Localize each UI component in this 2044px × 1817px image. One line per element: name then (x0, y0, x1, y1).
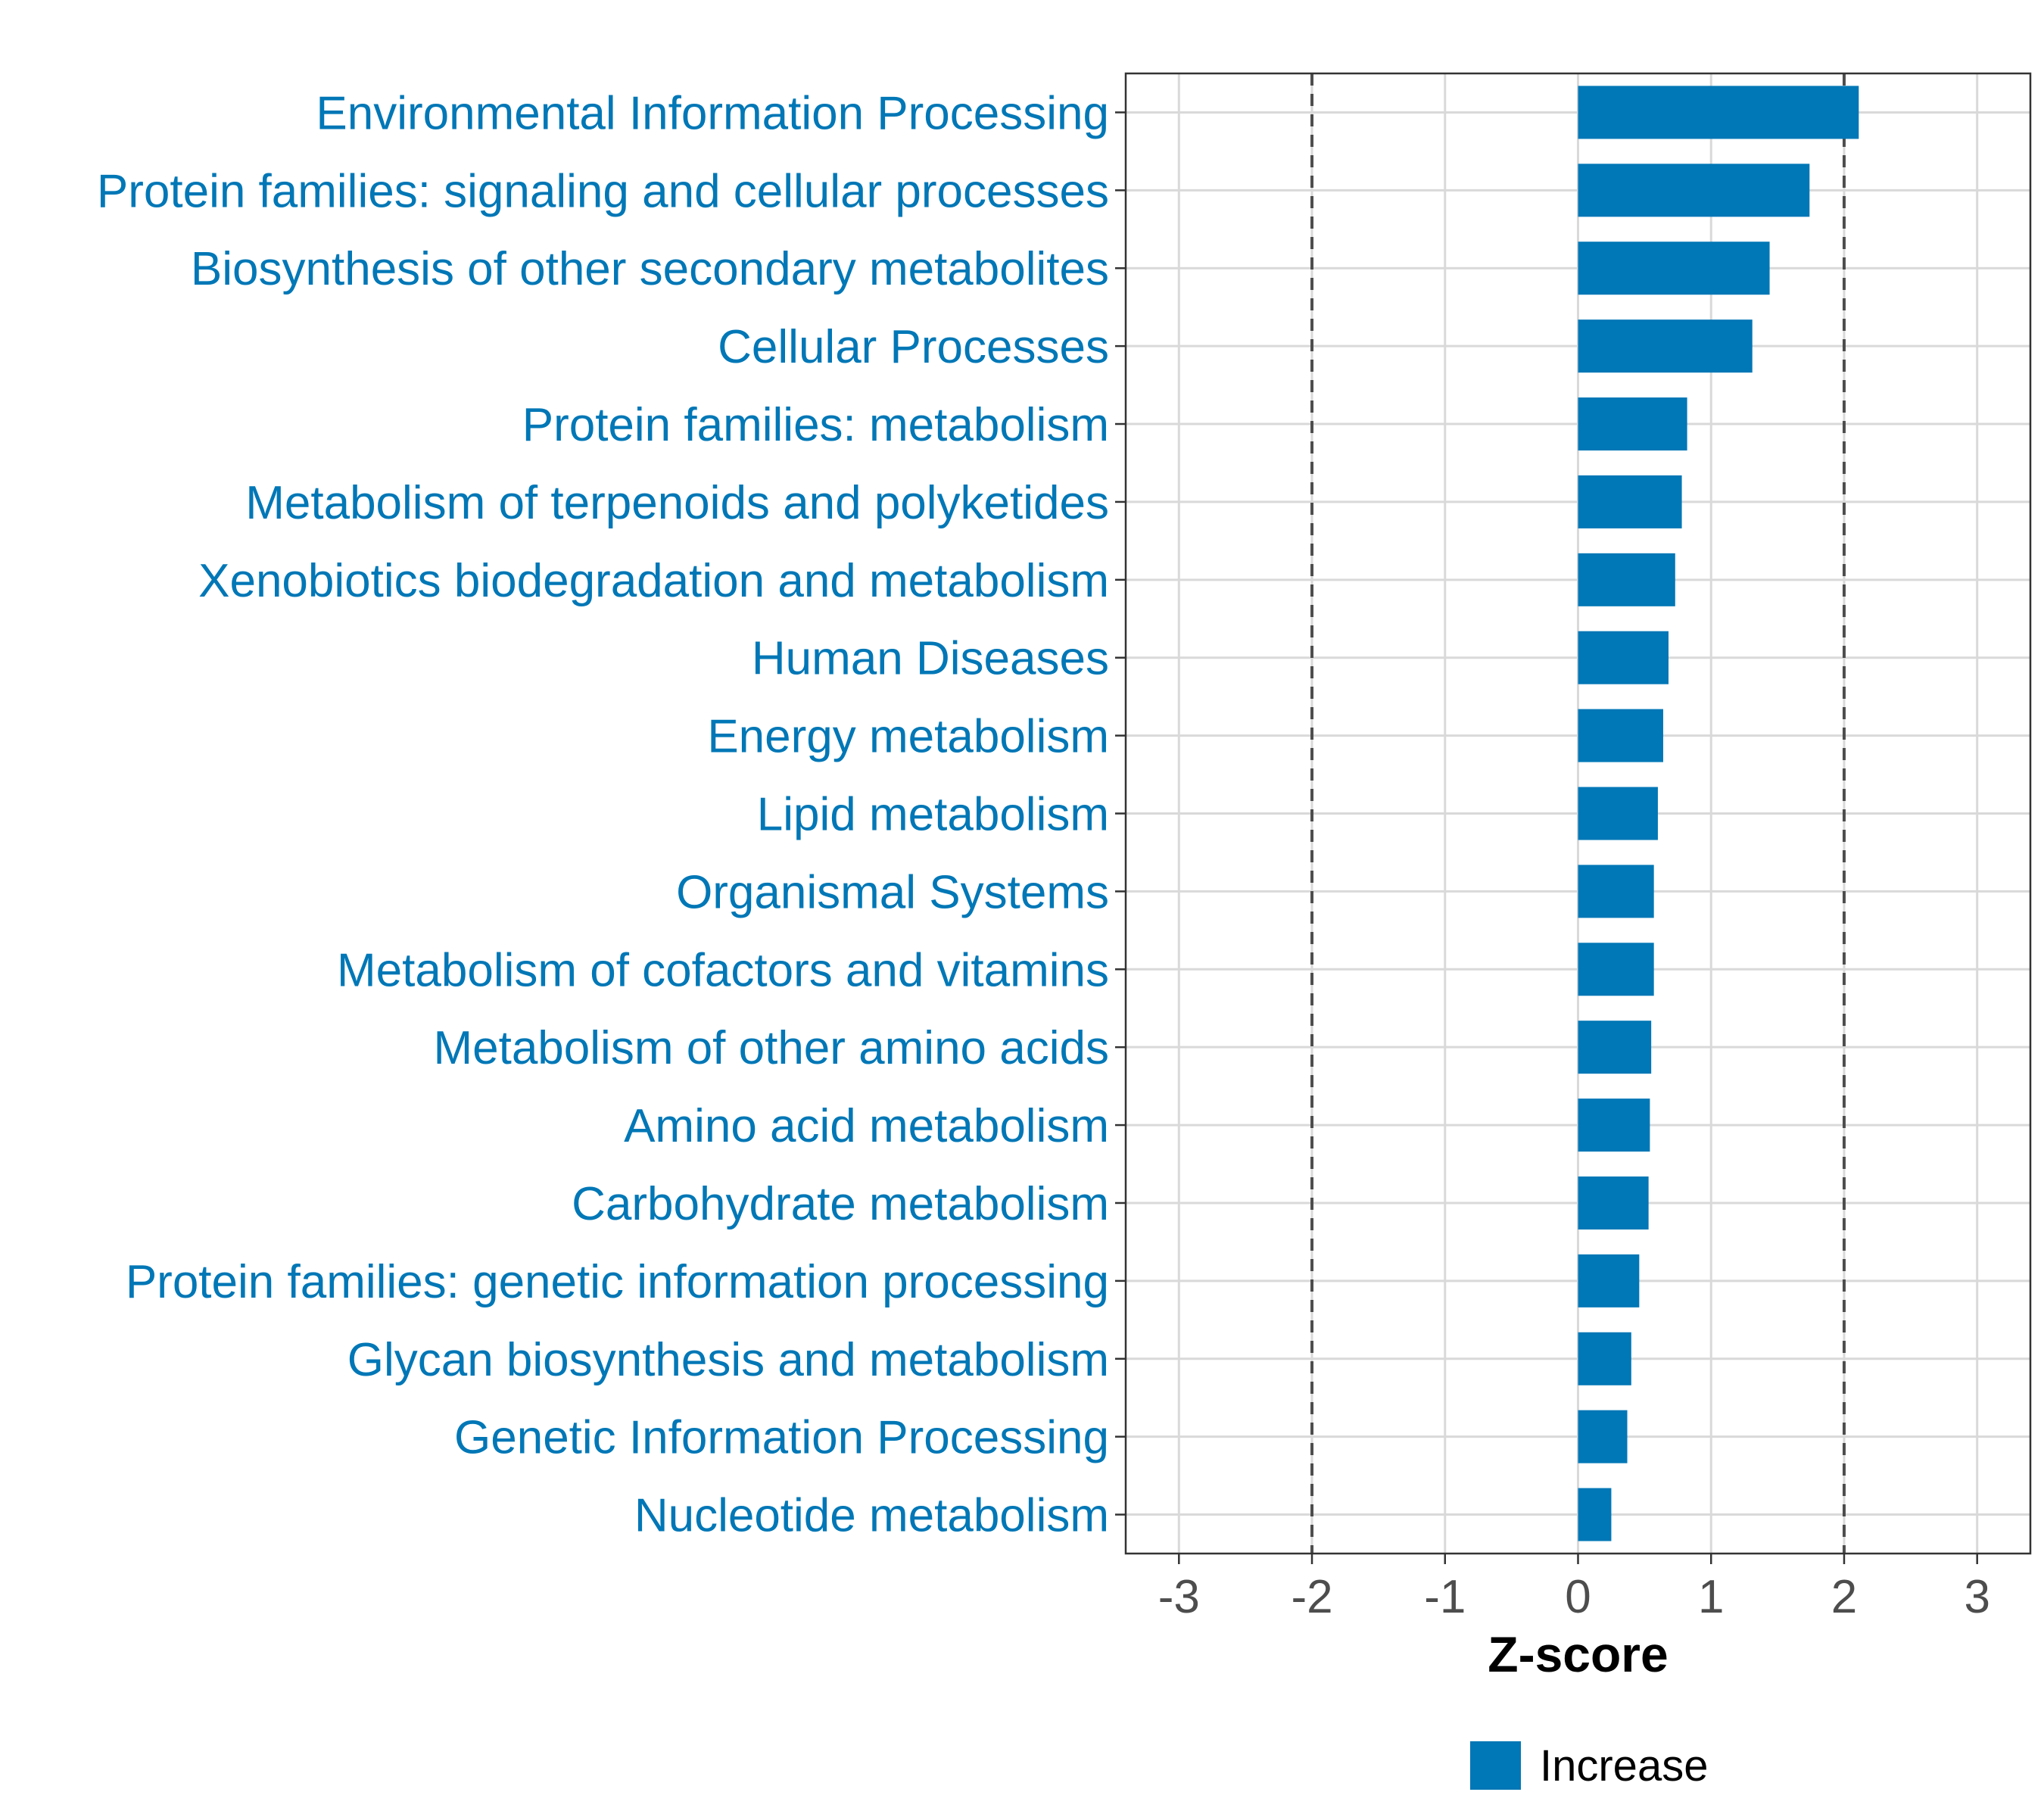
category-label-3: Cellular Processes (718, 321, 1109, 373)
category-label-2: Biosynthesis of other secondary metaboli… (191, 243, 1109, 295)
bar-13 (1578, 1099, 1650, 1152)
x-tick-label-5: 2 (1831, 1571, 1857, 1623)
category-label-9: Lipid metabolism (757, 789, 1109, 841)
bar-14 (1578, 1176, 1649, 1230)
bar-2 (1578, 242, 1770, 295)
category-label-13: Amino acid metabolism (624, 1100, 1109, 1152)
bar-8 (1578, 709, 1663, 762)
x-tick-label-4: 1 (1698, 1571, 1724, 1623)
category-label-16: Glycan biosynthesis and metabolism (347, 1334, 1109, 1386)
bar-16 (1578, 1332, 1631, 1385)
bar-9 (1578, 787, 1658, 840)
bar-1 (1578, 164, 1810, 217)
bar-3 (1578, 319, 1753, 373)
x-tick-label-2: -1 (1424, 1571, 1466, 1623)
bars (1578, 86, 1859, 1541)
legend: Increase (1470, 1741, 1708, 1791)
bar-4 (1578, 397, 1687, 451)
bar-10 (1578, 865, 1654, 918)
y-axis-ticks: Environmental Information Processing Prot… (97, 87, 1126, 1542)
category-label-18: Nucleotide metabolism (634, 1490, 1109, 1542)
bar-15 (1578, 1254, 1640, 1307)
x-tick-label-3: 0 (1565, 1571, 1591, 1623)
legend-key-increase (1470, 1741, 1521, 1790)
category-label-10: Organismal Systems (676, 866, 1109, 918)
bar-17 (1578, 1410, 1628, 1463)
category-label-5: Metabolism of terpenoids and polyketides (245, 477, 1109, 529)
bar-5 (1578, 475, 1682, 528)
x-tick-label-1: -2 (1291, 1571, 1332, 1623)
bar-7 (1578, 631, 1669, 684)
x-axis-ticks: -3 -2 -1 0 1 2 3 (1158, 1554, 1990, 1623)
category-label-1: Protein families: signaling and cellular… (97, 165, 1109, 217)
bar-11 (1578, 943, 1654, 996)
category-label-12: Metabolism of other amino acids (433, 1022, 1109, 1074)
category-label-14: Carbohydrate metabolism (572, 1178, 1109, 1230)
category-label-7: Human Diseases (752, 633, 1109, 685)
x-axis-title: Z-score (1488, 1626, 1668, 1682)
category-label-0: Environmental Information Processing (316, 87, 1109, 139)
bar-6 (1578, 553, 1675, 606)
bar-12 (1578, 1021, 1652, 1074)
category-label-17: Genetic Information Processing (454, 1412, 1109, 1464)
category-label-15: Protein families: genetic information pr… (126, 1256, 1109, 1308)
category-label-11: Metabolism of cofactors and vitamins (337, 944, 1109, 996)
x-tick-label-0: -3 (1158, 1571, 1200, 1623)
legend-label-increase: Increase (1540, 1741, 1708, 1791)
category-label-6: Xenobiotics biodegradation and metabolis… (198, 555, 1109, 607)
x-tick-label-6: 3 (1964, 1571, 1989, 1623)
category-label-8: Energy metabolism (707, 711, 1109, 763)
reference-lines (1310, 73, 1846, 1554)
bar-18 (1578, 1488, 1612, 1541)
bar-0 (1578, 86, 1859, 139)
category-label-4: Protein families: metabolism (522, 399, 1109, 451)
